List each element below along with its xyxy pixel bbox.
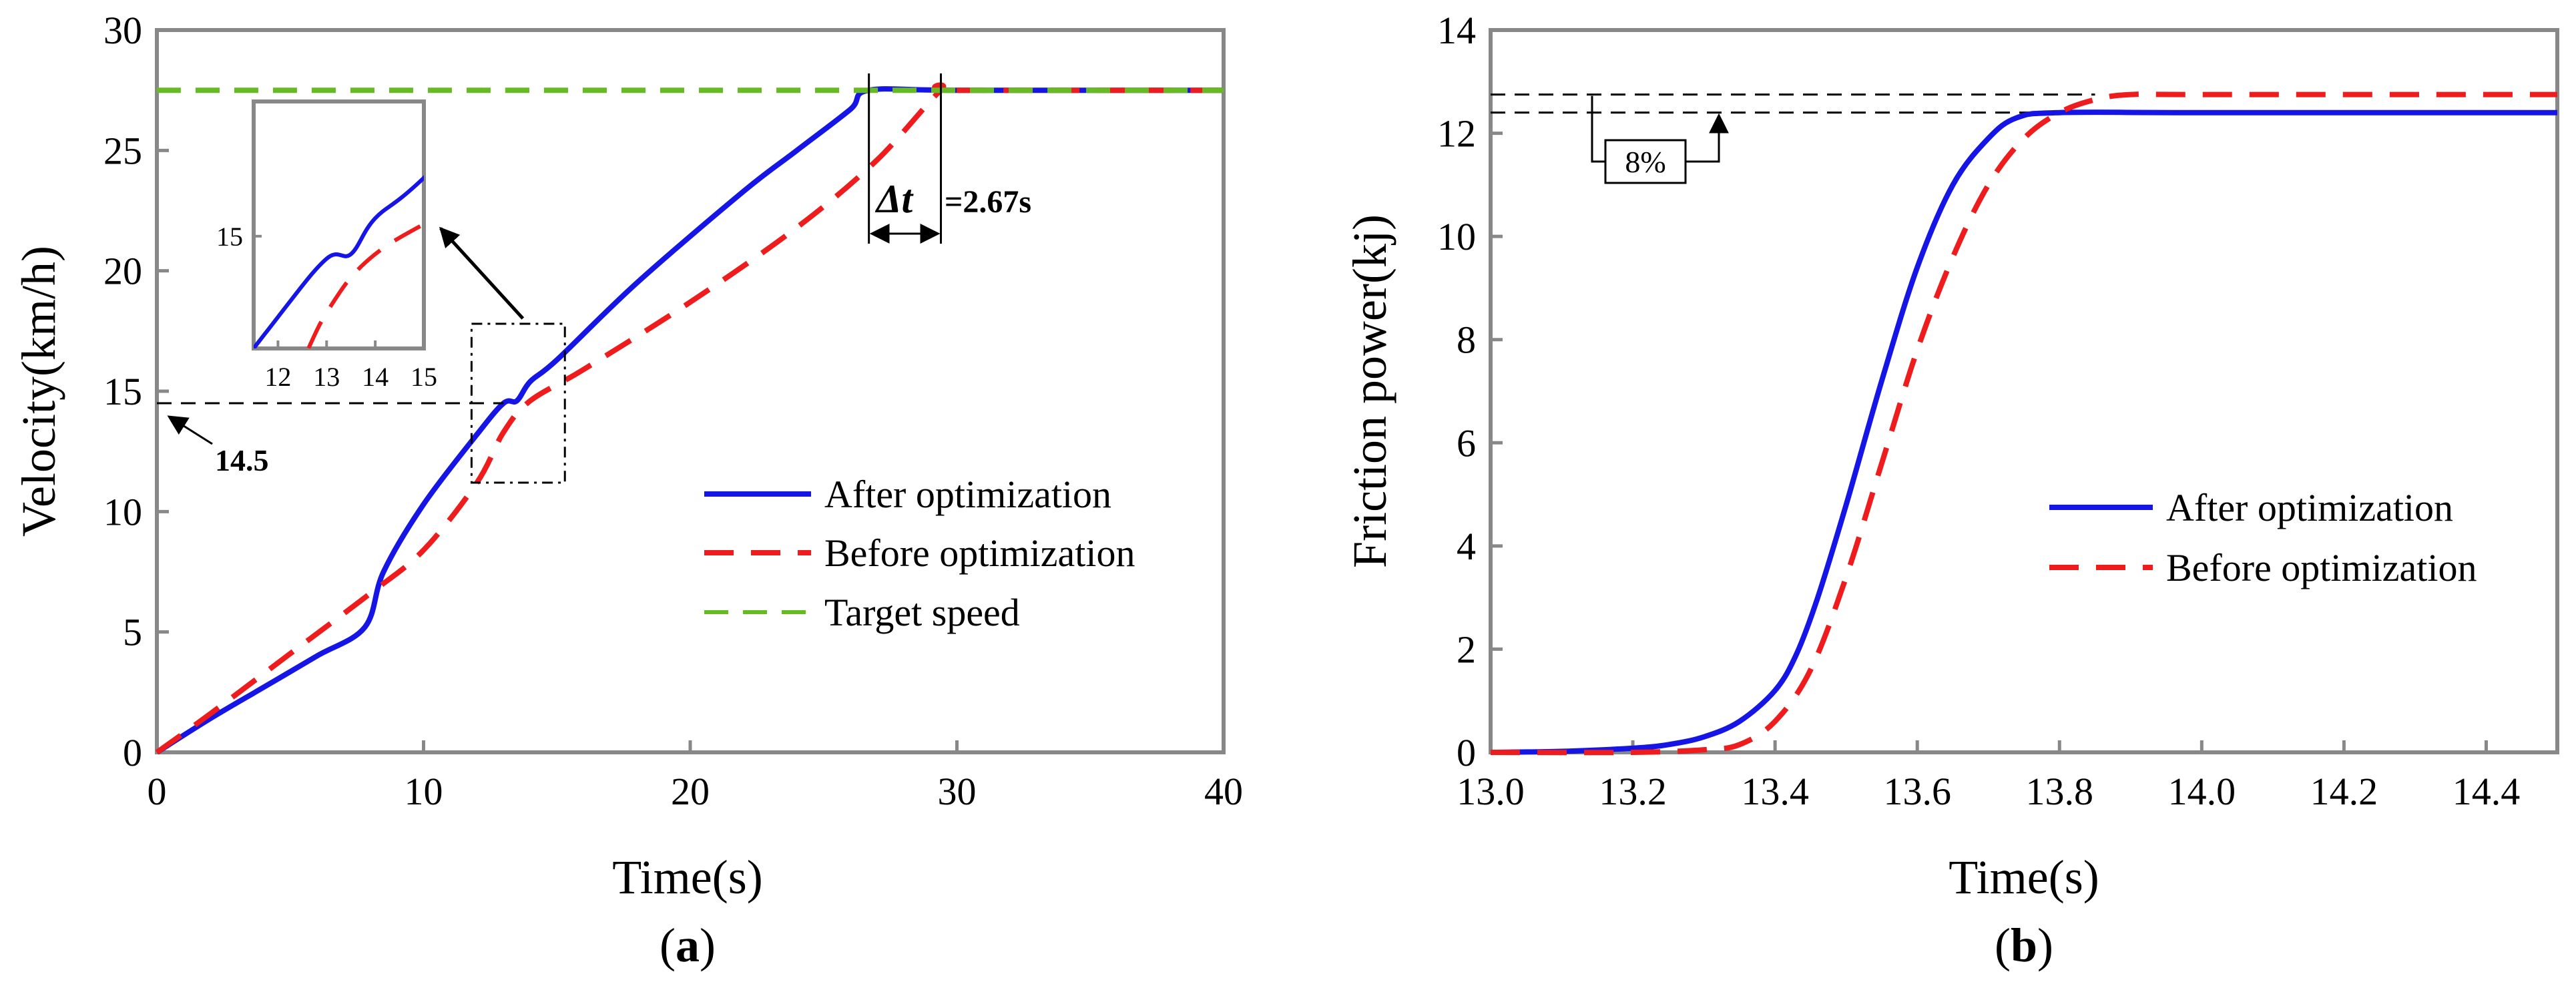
series-group-b [1490, 91, 2557, 756]
panel-letter-b: b [2011, 919, 2037, 972]
b-y-tick-label: 14 [1437, 9, 1476, 52]
inset-x-tick-label: 15 [411, 362, 437, 392]
zoom-arrow [439, 226, 525, 320]
chart-panel-a: 0 10 20 30 40 0 5 10 15 20 25 30 Time(s) Velocity(k… [12, 9, 1243, 972]
x-axis-label-a: Time(s) [612, 850, 762, 904]
legend-label-after-a: After optimization [824, 473, 1111, 516]
delta-t-annotation [868, 73, 943, 244]
a-y-tick-label: 25 [103, 129, 142, 172]
b-x-tick-label: 13.4 [1741, 770, 1809, 813]
b-y-tick-label: 6 [1457, 421, 1476, 465]
a-y-tick-label: 10 [103, 490, 142, 533]
percent-label-box [1604, 139, 1687, 184]
b-x-tick-label: 13.0 [1457, 770, 1525, 813]
percent-bracket-right [1686, 113, 1729, 163]
a-y-tick-label: 5 [123, 611, 142, 654]
x-axis-label-b: Time(s) [1949, 850, 2099, 904]
legend-label-before-b: Before optimization [2166, 546, 2477, 589]
b-line-after-optimization [1490, 109, 2557, 755]
inset-line-after-optimization [254, 175, 424, 348]
b-x-tick-label: 14.0 [2168, 770, 2236, 813]
axis-ticks-a: 0 10 20 30 40 0 5 10 15 20 25 30 [103, 9, 1243, 813]
a-y-tick-label: 15 [103, 370, 142, 413]
percent-annotation [1491, 93, 2095, 163]
inset-y-tick-label: 15 [216, 222, 243, 252]
a-y-tick-label: 0 [123, 731, 142, 774]
inset-x-tick-label: 12 [264, 362, 291, 392]
a-x-tick-label: 0 [148, 770, 167, 813]
a-x-tick-label: 20 [671, 770, 710, 813]
inset-frame [252, 99, 426, 350]
a-y-tick-label: 20 [103, 250, 142, 293]
legend-label-after-b: After optimization [2166, 486, 2453, 529]
inset-series-group [254, 175, 424, 348]
inset-x-tick-label: 13 [313, 362, 340, 392]
legend-b: After optimization Before optimization [2049, 486, 2477, 589]
b-y-tick-label: 12 [1437, 112, 1476, 156]
level-label: 14.5 [215, 443, 269, 477]
panel-letter-a: a [676, 919, 700, 972]
b-x-tick-label: 13.2 [1599, 770, 1667, 813]
b-y-tick-label: 10 [1437, 215, 1476, 258]
zoom-region [439, 226, 566, 484]
b-y-tick-label: 8 [1457, 318, 1476, 362]
y-axis-label-b: Friction power(kj) [1343, 214, 1396, 568]
level-annotation-a [157, 402, 504, 445]
delta-t-value: =2.67s [945, 184, 1031, 220]
b-x-tick-label: 13.6 [1883, 770, 1951, 813]
a-x-tick-label: 30 [938, 770, 977, 813]
zoom-source-box [470, 322, 566, 484]
b-y-tick-label: 2 [1457, 628, 1476, 671]
a-x-tick-label: 10 [405, 770, 443, 813]
percent-label: 8% [1625, 145, 1665, 179]
y-axis-label-a: Velocity(km/h) [12, 246, 65, 537]
b-y-tick-label: 4 [1457, 525, 1476, 568]
plot-frame-b [1489, 28, 2559, 754]
a-y-tick-label: 30 [103, 9, 142, 52]
level-arrow [167, 415, 213, 445]
inset-chart: 12 13 14 15 15 [216, 99, 437, 392]
b-line-before-optimization [1490, 91, 2557, 756]
delta-t-symbol: Δt [875, 177, 915, 221]
b-x-tick-label: 14.2 [2310, 770, 2378, 813]
b-x-tick-label: 13.8 [2026, 770, 2094, 813]
panel-label-b: (b) [1995, 919, 2053, 972]
a-x-tick-label: 40 [1204, 770, 1243, 813]
b-x-tick-label: 14.4 [2453, 770, 2521, 813]
panel-label-a: (a) [660, 919, 716, 972]
inset-x-tick-label: 14 [362, 362, 389, 392]
inset-axis-ticks: 12 13 14 15 15 [216, 222, 437, 392]
percent-bracket-left [1591, 95, 1605, 163]
axis-ticks-b: 13.0 13.2 13.4 13.6 13.8 14.0 14.2 14.4 0 2 4 6 8 10 1… [1437, 9, 2520, 813]
series-group-a [155, 82, 1224, 755]
legend-label-before-a: Before optimization [824, 531, 1135, 575]
legend-a: After optimization Before optimization T… [704, 473, 1135, 634]
legend-label-target: Target speed [824, 591, 1020, 634]
chart-panel-b: 13.0 13.2 13.4 13.6 13.8 14.0 14.2 14.4 0 2 4 6 8 10 1… [1343, 9, 2559, 972]
a-line-before-optimization [155, 82, 1224, 755]
b-y-tick-label: 0 [1457, 731, 1476, 774]
